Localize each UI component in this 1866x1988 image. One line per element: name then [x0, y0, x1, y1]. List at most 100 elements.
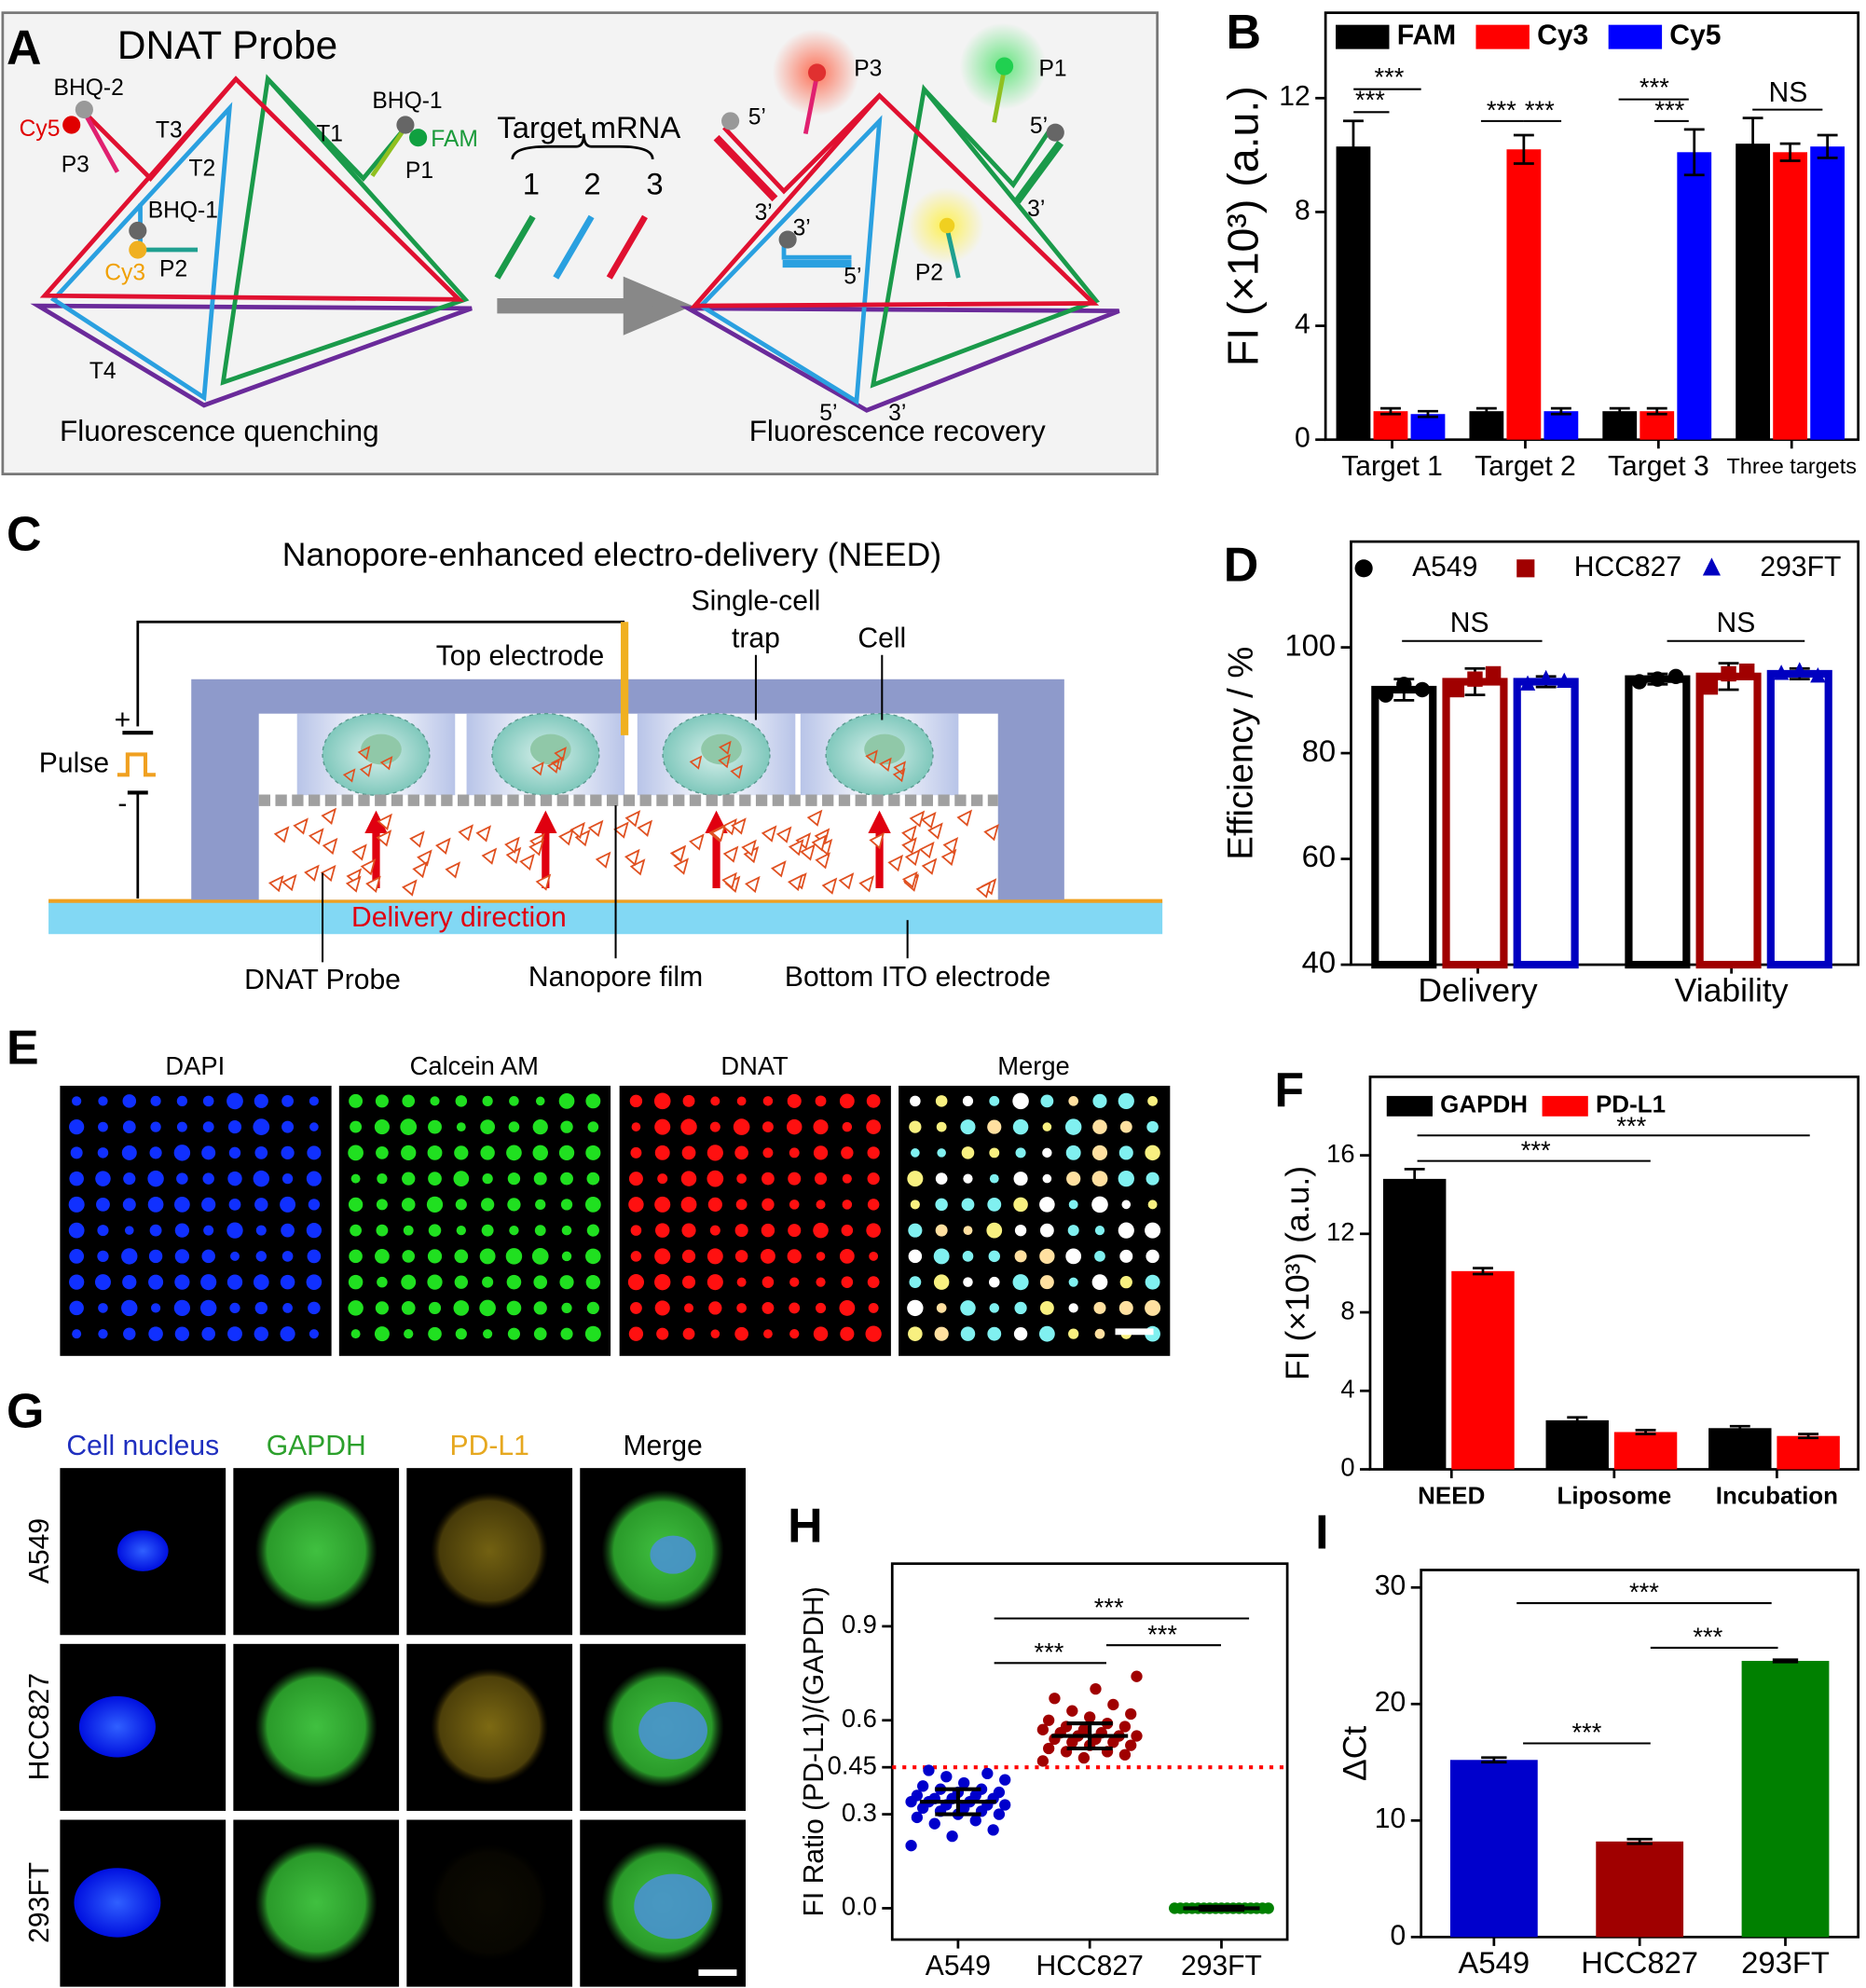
- probe: [722, 845, 739, 863]
- column-title: GAPDH: [267, 1431, 366, 1461]
- cytoplasm: [254, 1841, 377, 1965]
- probe: [320, 864, 336, 883]
- error-bar: [1817, 133, 1838, 159]
- legend-marker: [1702, 557, 1721, 576]
- point: [1396, 677, 1412, 692]
- cell-dot: [657, 1173, 668, 1185]
- cell-dot: [377, 1173, 388, 1185]
- cell-dot: [789, 1147, 800, 1159]
- cell-dot: [653, 1092, 671, 1110]
- significance-label: ***: [1654, 96, 1684, 125]
- label: Target mRNA: [497, 110, 680, 144]
- cell-dot: [1039, 1275, 1054, 1290]
- point: [1414, 681, 1431, 698]
- brace: [511, 133, 654, 160]
- probe: [281, 873, 297, 892]
- probe-label: BHQ-1: [148, 198, 218, 223]
- cell-dot: [654, 1273, 671, 1291]
- cell-dot: [866, 1119, 882, 1134]
- probe: [879, 757, 892, 772]
- probe-label: 5’: [748, 105, 766, 130]
- cell-dot: [789, 1329, 800, 1339]
- point: [1738, 663, 1755, 679]
- dye: [939, 217, 955, 234]
- cell-dot: [839, 1093, 855, 1109]
- point: [987, 1824, 999, 1836]
- bar: [1544, 411, 1579, 440]
- cell-dot: [787, 1249, 802, 1264]
- cell-dot: [482, 1276, 494, 1288]
- cell-dot: [507, 1327, 520, 1340]
- cell-dot: [533, 1275, 548, 1289]
- cell-dot: [1145, 1222, 1161, 1239]
- cell-dot: [788, 1224, 802, 1238]
- cell-dot: [254, 1093, 268, 1108]
- panel-label: C: [7, 508, 42, 562]
- cell-dot: [376, 1146, 389, 1159]
- cell-dot: [841, 1276, 854, 1288]
- cell-dot: [122, 1198, 136, 1212]
- cell-dot: [1146, 1120, 1159, 1133]
- point: [1107, 1698, 1119, 1711]
- probe: [942, 837, 959, 855]
- point: [1467, 671, 1483, 687]
- probe: [321, 807, 337, 825]
- point: [911, 1811, 924, 1824]
- device-label: Top electrode: [436, 640, 605, 671]
- probe: [940, 848, 957, 867]
- probe: [519, 853, 535, 871]
- point: [1090, 1682, 1102, 1695]
- cell-dot: [963, 1173, 973, 1184]
- probe-label: 2: [583, 166, 600, 200]
- cell-dot: [681, 1249, 696, 1264]
- y-tick-label: 0: [1340, 1453, 1354, 1482]
- probe: [731, 817, 747, 835]
- cell-dot: [456, 1122, 466, 1132]
- cell-dot: [1014, 1224, 1027, 1237]
- cell-dot: [98, 1328, 108, 1339]
- error-bar: [1567, 1416, 1588, 1425]
- cell-dot: [960, 1119, 976, 1135]
- panel-label: B: [1226, 6, 1261, 60]
- column-title: PD-L1: [450, 1431, 529, 1461]
- legend-swatch: [1475, 24, 1530, 49]
- x-tick-label: HCC827: [1581, 1945, 1698, 1980]
- significance-label: ***: [1487, 96, 1516, 125]
- probe: [481, 847, 498, 865]
- legend-label: Cy5: [1669, 21, 1721, 51]
- cell-dot: [1091, 1171, 1108, 1187]
- cell-dot: [68, 1196, 85, 1213]
- cell-dot: [1042, 1173, 1052, 1184]
- cell-dot: [69, 1300, 84, 1316]
- cell-dot: [403, 1225, 414, 1236]
- cell-dot: [654, 1145, 670, 1160]
- probe: [670, 844, 687, 863]
- cell-dot: [1119, 1276, 1132, 1289]
- legend-label: Cy3: [1537, 21, 1588, 51]
- cell-dot: [69, 1274, 85, 1290]
- nucleus: [650, 1535, 696, 1574]
- cell-dot: [962, 1095, 974, 1106]
- probe: [956, 809, 973, 827]
- cell-dot: [628, 1326, 644, 1341]
- y-tick-label: 12: [1326, 1217, 1354, 1246]
- probe: [892, 767, 906, 783]
- cell-dot: [908, 1249, 923, 1264]
- probe: [587, 819, 604, 838]
- cell-dot: [866, 1094, 881, 1108]
- cell-dot: [1145, 1145, 1160, 1161]
- y-tick-label: 0: [1391, 1920, 1406, 1951]
- cell-dot: [840, 1326, 855, 1341]
- cell-dot: [123, 1172, 136, 1186]
- cell-dot: [734, 1145, 748, 1160]
- bar: [1596, 1841, 1684, 1938]
- probe: [673, 857, 690, 875]
- probe: [574, 829, 591, 847]
- device-label: Single-cell: [692, 586, 821, 617]
- cell-dot: [1039, 1300, 1054, 1315]
- probe-label: Cy3: [104, 260, 145, 285]
- panel-label: I: [1315, 1505, 1328, 1559]
- cell-dot: [654, 1300, 670, 1316]
- bar: [1613, 1432, 1678, 1470]
- point: [993, 1786, 1006, 1799]
